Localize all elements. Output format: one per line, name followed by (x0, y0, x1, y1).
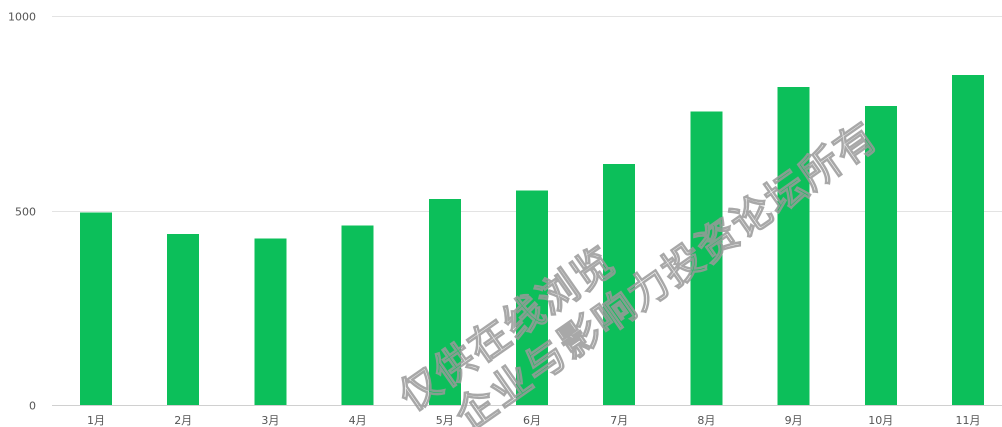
x-tick-label: 5月 (436, 414, 454, 427)
y-tick-label: 500 (15, 206, 36, 219)
bar (428, 198, 461, 405)
bar (603, 163, 636, 405)
x-tick-label: 11月 (956, 414, 981, 427)
bar (80, 212, 112, 405)
bar (690, 111, 723, 406)
y-tick-label: 1000 (8, 11, 36, 24)
bar (777, 86, 810, 406)
y-axis-tick-labels: 0 500 1000 (8, 11, 36, 413)
bar (516, 190, 548, 405)
bars-layer (80, 75, 984, 406)
x-axis-category-labels: 1月 2月 3月 4月 5月 6月 7月 8月 9月 10月 11月 (87, 414, 981, 427)
x-tick-label: 4月 (349, 414, 367, 427)
bar (254, 238, 287, 405)
x-tick-label: 1月 (87, 414, 105, 427)
y-tick-label: 0 (29, 400, 36, 413)
bar (167, 233, 200, 405)
x-tick-label: 2月 (174, 414, 192, 427)
x-tick-label: 6月 (523, 414, 541, 427)
bar (341, 225, 374, 405)
x-tick-label: 8月 (697, 414, 715, 427)
x-tick-label: 7月 (610, 414, 628, 427)
watermark-line-2: 企业与影响力投资论坛所有 (447, 113, 886, 427)
x-tick-label: 3月 (261, 414, 279, 427)
watermark: 仅供在线浏览 企业与影响力投资论坛所有 (391, 113, 887, 427)
x-tick-label: 10月 (868, 414, 893, 427)
x-tick-label: 9月 (785, 414, 803, 427)
bar (864, 106, 897, 405)
bar (952, 75, 984, 405)
